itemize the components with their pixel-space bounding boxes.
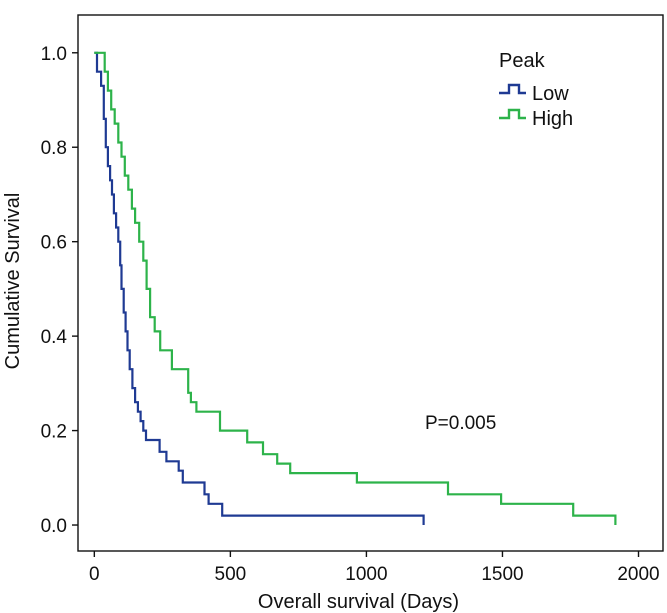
legend-swatch-low	[499, 83, 526, 95]
y-tick-label: 1.0	[41, 44, 67, 65]
legend-title: Peak	[499, 50, 546, 72]
y-tick-label: 0.2	[41, 422, 67, 443]
x-tick-label: 0	[89, 564, 100, 585]
series-line-low	[94, 51, 425, 525]
x-axis-title: Overall survival (Days)	[258, 591, 459, 613]
p-value-annotation: P=0.005	[425, 413, 496, 434]
x-tick-label: 1000	[345, 564, 387, 585]
y-axis-title: Cumulative Survival	[2, 193, 24, 370]
legend-label-high: High	[532, 108, 573, 130]
x-tick-label: 1500	[481, 564, 523, 585]
series-line-high	[94, 51, 617, 525]
y-tick-label: 0.0	[41, 516, 67, 537]
x-tick-label: 2000	[617, 564, 659, 585]
legend-swatch-high	[499, 108, 526, 120]
series-layer	[94, 51, 617, 525]
axes: 0 500 1000 1500 2000 0.0 0.2 0.4 0.6 0.8 1.0	[41, 14, 664, 585]
plot-frame	[77, 14, 664, 552]
legend-label-low: Low	[532, 83, 569, 105]
legend: Peak Low High	[499, 50, 573, 130]
x-tick-label: 500	[215, 564, 247, 585]
y-tick-label: 0.8	[41, 138, 67, 159]
y-tick-label: 0.4	[41, 327, 68, 348]
y-tick-label: 0.6	[41, 233, 67, 254]
